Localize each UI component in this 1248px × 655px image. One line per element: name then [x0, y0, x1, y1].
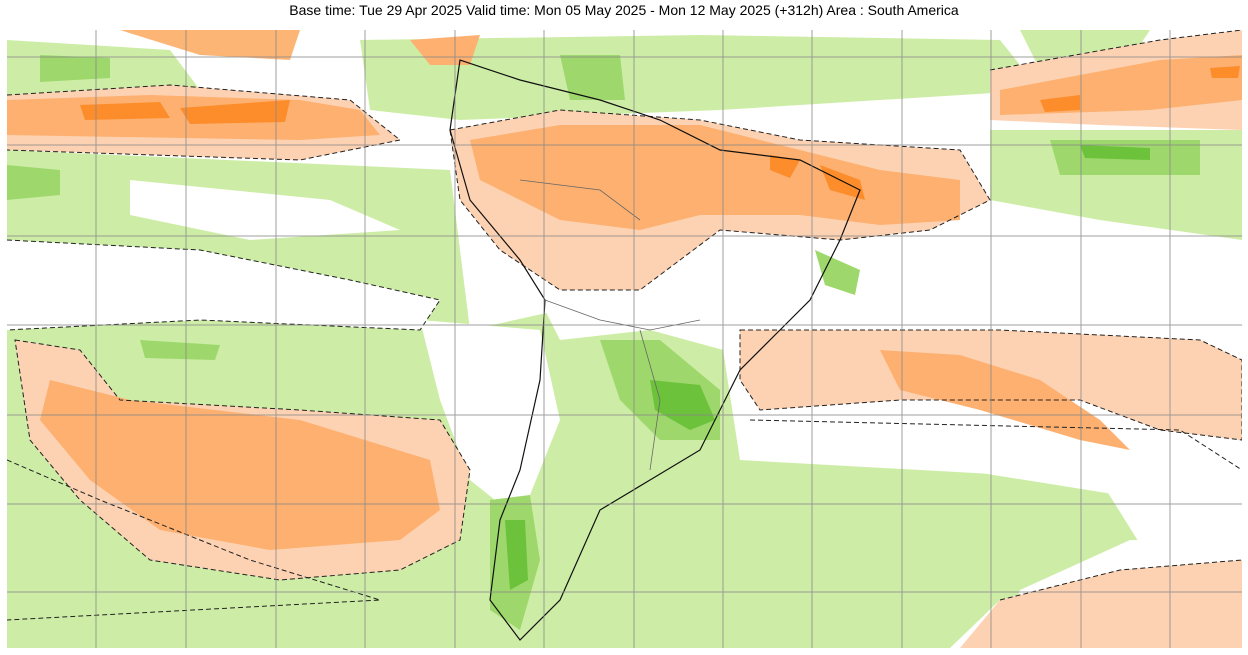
map-title: Base time: Tue 29 Apr 2025 Valid time: M…: [289, 2, 959, 18]
anomaly-field: [7, 30, 1242, 648]
